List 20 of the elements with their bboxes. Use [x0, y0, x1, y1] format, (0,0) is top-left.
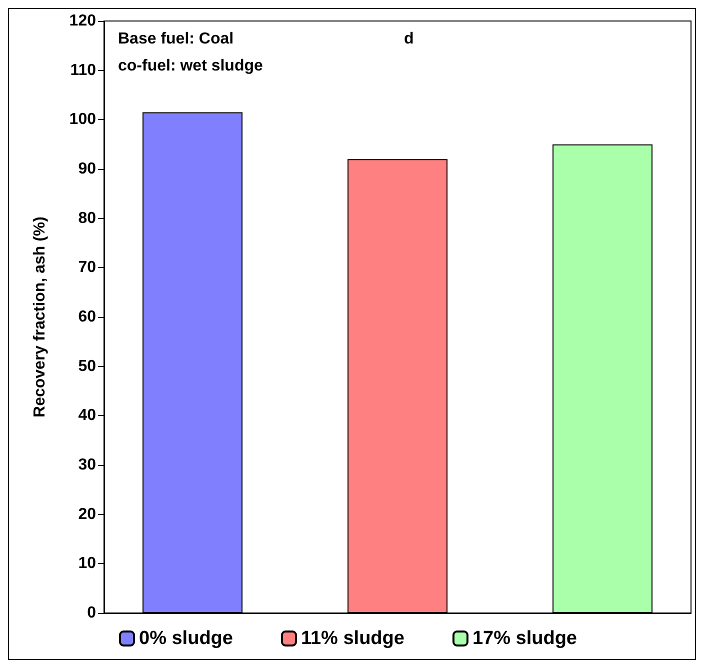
y-tick-label: 30	[78, 456, 96, 474]
y-tick-label: 0	[87, 604, 96, 622]
y-tick-label: 80	[78, 210, 96, 227]
y-tick-label: 10	[78, 555, 96, 572]
annotation: d	[404, 30, 414, 48]
y-tick-label: 60	[78, 308, 96, 326]
y-tick-label: 50	[78, 358, 96, 375]
legend-label: 11% sludge	[300, 628, 404, 649]
y-tick-label: 90	[78, 160, 96, 178]
legend-label: 0% sludge	[139, 628, 233, 649]
y-tick-label: 110	[70, 62, 96, 79]
y-axis-title: Recovery fraction, ash (%)	[32, 216, 48, 418]
y-tick-label: 40	[78, 407, 96, 424]
y-tick-label: 120	[69, 12, 96, 30]
annotation: Base fuel: Coal	[118, 30, 234, 48]
y-tick-label: 100	[69, 111, 96, 128]
y-tick-label: 70	[78, 259, 96, 276]
annotation: co-fuel: wet sludge	[118, 58, 263, 74]
legend-label: 17% sludge	[472, 628, 578, 649]
y-tick-label: 20	[78, 506, 96, 523]
